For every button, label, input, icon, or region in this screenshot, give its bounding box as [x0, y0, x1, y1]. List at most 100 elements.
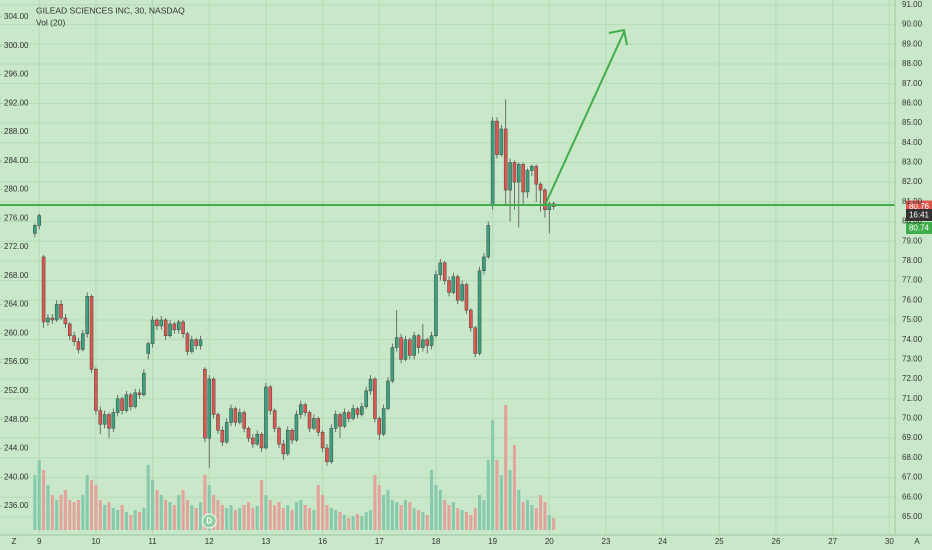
volume-bar [552, 518, 556, 530]
candle-body [94, 368, 98, 411]
volume-bar [207, 485, 211, 530]
candle-body [85, 296, 89, 335]
volume-bar [386, 490, 390, 530]
candle-body [355, 408, 360, 415]
candle-body [469, 309, 473, 329]
y-tick-label: 84.00 [902, 138, 923, 147]
chart-title: GILEAD SCIENCES INC, 30, NASDAQ [36, 5, 185, 15]
volume-bar [203, 475, 207, 530]
candle-body [543, 189, 547, 210]
volume-bar [107, 502, 111, 530]
candle-body [251, 437, 255, 445]
y2-tick-label: 236.00 [4, 501, 29, 510]
candle-body [98, 410, 103, 425]
volume-bar [351, 516, 355, 530]
y2-tick-label: 256.00 [4, 357, 29, 366]
y-tick-label: 89.00 [902, 39, 923, 48]
y2-tick-label: 284.00 [4, 156, 29, 165]
candle-body [124, 394, 129, 411]
candle-body [290, 429, 294, 441]
volume-bar [116, 510, 120, 530]
candle-body [224, 422, 229, 443]
candle-body [216, 414, 220, 431]
volume-bar [303, 505, 307, 530]
candle-body [403, 339, 408, 360]
candle-body [190, 339, 194, 352]
candle-body [272, 410, 277, 429]
candle-body [59, 303, 63, 319]
volume-bar [395, 502, 399, 530]
volume-bar [464, 512, 468, 530]
candle-body [33, 225, 37, 234]
volume-bar [521, 502, 525, 530]
volume-bar [347, 518, 351, 530]
volume-bar [377, 485, 381, 530]
volume-bar [98, 500, 102, 530]
volume-bar [242, 505, 246, 530]
volume-bar [299, 500, 303, 530]
candle-body [89, 296, 94, 370]
volume-bar [443, 500, 447, 530]
y2-tick-label: 304.00 [4, 12, 29, 21]
candle-body [172, 323, 177, 331]
volume-bar [260, 480, 264, 530]
volume-bar [225, 508, 229, 530]
y2-tick-label: 276.00 [4, 213, 29, 222]
volume-bar [325, 505, 329, 530]
y-tick-label: 74.00 [902, 335, 923, 344]
candle-body [277, 428, 281, 445]
candle-body [303, 404, 307, 413]
y2-tick-label: 300.00 [4, 41, 29, 50]
volume-bar [238, 508, 242, 530]
candle-body [294, 414, 299, 441]
y2-tick-label: 288.00 [4, 127, 29, 136]
volume-bar [539, 495, 543, 530]
candle-body [386, 380, 390, 409]
candle-body [342, 412, 347, 427]
candle-body [259, 433, 264, 449]
candle-body [438, 262, 443, 275]
y-tick-label: 72.00 [902, 374, 923, 383]
candle-body [281, 443, 286, 455]
volume-bar [416, 510, 421, 530]
candle-body [229, 408, 233, 423]
volume-bar [425, 515, 429, 530]
volume-bar [434, 485, 438, 530]
candle-body [111, 412, 116, 429]
candle-body [185, 333, 190, 352]
candle-body [490, 120, 495, 207]
candle-body [159, 319, 164, 327]
x-tick-label: 30 [885, 537, 894, 546]
y-tick-label: 81.00 [902, 197, 923, 206]
volume-bar [103, 505, 107, 530]
volume-bar [512, 445, 516, 530]
volume-bar [72, 502, 76, 530]
y-tick-label: 71.00 [902, 394, 923, 403]
candle-body [408, 339, 412, 356]
volume-bar [451, 502, 455, 530]
y-tick-label: 91.00 [902, 0, 923, 9]
y-tick-label: 88.00 [902, 59, 923, 68]
volume-bar [390, 500, 394, 530]
candle-body [499, 128, 504, 155]
candle-body [54, 303, 59, 321]
candle-body [198, 339, 203, 346]
candle-body [72, 335, 76, 342]
volume-bar [194, 508, 198, 530]
bid-box [906, 222, 932, 234]
volume-bar [185, 500, 189, 530]
volume-bar [307, 508, 312, 530]
y-tick-label: 77.00 [902, 276, 923, 285]
candle-body [220, 429, 225, 443]
volume-bar [469, 515, 473, 530]
candle-body [429, 335, 434, 346]
y-tick-label: 70.00 [902, 414, 923, 423]
candle-body [482, 256, 486, 271]
volume-bar [491, 420, 495, 530]
volume-bar [504, 405, 508, 530]
x-tick-label: 24 [658, 537, 667, 546]
volume-bar [460, 510, 464, 530]
volume-bar [517, 490, 521, 530]
volume-bar [547, 515, 551, 530]
